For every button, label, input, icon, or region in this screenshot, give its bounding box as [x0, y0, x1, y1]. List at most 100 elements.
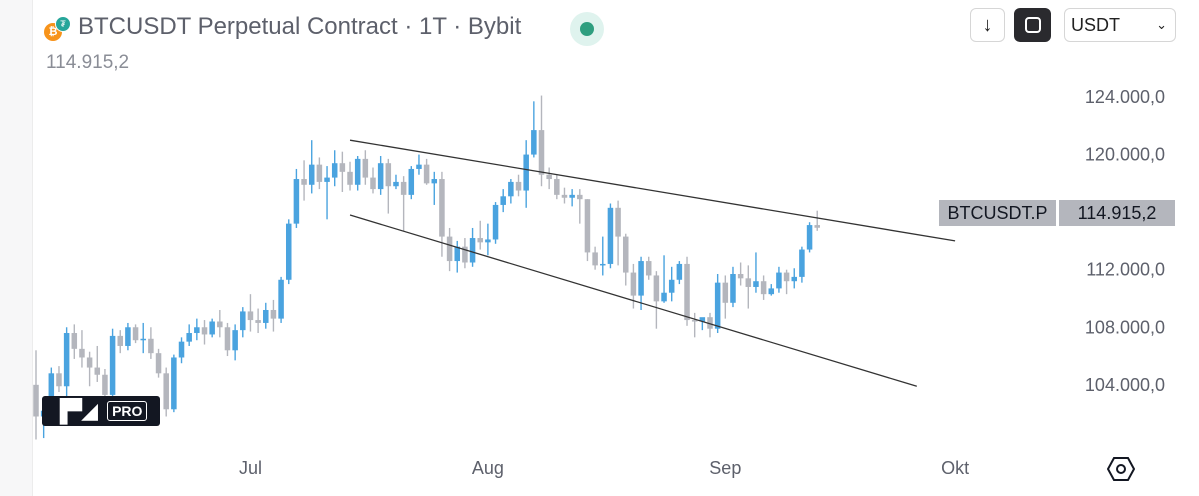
- candle-body: [592, 252, 598, 266]
- candle: [377, 156, 384, 195]
- current-price-tag: 114.915,2: [1059, 200, 1175, 226]
- candle-body: [485, 239, 491, 243]
- candle: [263, 302, 269, 329]
- price-tick-label: 120.000,0: [1085, 145, 1165, 165]
- candle-body: [148, 338, 154, 354]
- candle-body: [331, 163, 338, 178]
- candle: [454, 240, 461, 273]
- candle: [584, 199, 591, 262]
- candle: [615, 200, 621, 266]
- candle: [768, 284, 775, 296]
- candle: [171, 354, 177, 413]
- candle: [155, 348, 162, 378]
- currency-select[interactable]: USDT ⌄: [1064, 8, 1176, 42]
- candle: [485, 223, 491, 256]
- candle-body: [691, 320, 698, 322]
- candle: [423, 158, 430, 185]
- trendline[interactable]: [349, 214, 917, 387]
- candle: [331, 150, 338, 187]
- candle: [531, 101, 537, 158]
- candle-body: [224, 327, 231, 351]
- candle: [515, 174, 522, 197]
- candle-body: [707, 317, 713, 329]
- candle-body: [753, 281, 759, 287]
- candle-body: [714, 282, 721, 329]
- candles-layer: [33, 95, 820, 440]
- candle-body: [546, 174, 552, 180]
- time-axis: Jul Aug Sep Okt: [239, 458, 969, 478]
- candle: [554, 174, 560, 200]
- candle: [760, 275, 767, 300]
- candle: [699, 317, 706, 331]
- candle: [745, 265, 752, 309]
- chevron-down-icon: ⌄: [1156, 17, 1167, 32]
- candle-body: [186, 333, 192, 342]
- candle: [117, 330, 124, 354]
- candle-body: [263, 309, 269, 323]
- candle-body: [577, 194, 583, 200]
- arrow-down-icon: ↓: [982, 13, 993, 36]
- candle: [431, 171, 438, 205]
- candle-body: [745, 278, 752, 287]
- candle: [194, 318, 200, 341]
- candle-body: [645, 261, 652, 276]
- candle-body: [255, 320, 261, 323]
- candle-body: [630, 272, 637, 296]
- time-tick-label: Jul: [239, 458, 262, 478]
- candle: [684, 256, 690, 326]
- candle: [600, 236, 606, 276]
- trendlines-layer: [349, 139, 956, 387]
- candle-body: [515, 181, 522, 191]
- candle: [668, 266, 675, 302]
- candle-body: [699, 317, 706, 322]
- candle: [301, 160, 307, 201]
- candle-body: [523, 154, 529, 191]
- candle: [186, 324, 192, 346]
- candle: [324, 166, 330, 220]
- candle-body: [217, 321, 223, 328]
- candle-body: [730, 274, 736, 303]
- candle-body: [584, 199, 591, 253]
- candle: [546, 167, 552, 190]
- candle: [622, 233, 629, 286]
- candle-body: [538, 130, 545, 175]
- candle: [232, 324, 238, 361]
- candle: [714, 274, 721, 334]
- download-button[interactable]: ↓: [970, 8, 1005, 42]
- candle: [370, 167, 376, 194]
- candle: [354, 156, 361, 191]
- candle-body: [385, 163, 392, 187]
- candle-body: [56, 373, 62, 387]
- candle: [676, 261, 683, 285]
- candle-body: [48, 373, 55, 411]
- candle: [416, 154, 422, 175]
- candle-body: [569, 194, 575, 198]
- candle: [776, 266, 782, 293]
- candle: [753, 252, 759, 293]
- candle-body: [171, 357, 177, 410]
- candle-body: [86, 357, 93, 368]
- candle: [71, 324, 78, 359]
- candle: [508, 179, 514, 204]
- trendline[interactable]: [349, 139, 956, 242]
- candle-body: [768, 288, 775, 295]
- settings-hexagon-icon[interactable]: [1107, 456, 1135, 482]
- fullscreen-button[interactable]: [1014, 8, 1051, 42]
- candle-body: [339, 163, 346, 172]
- candle-body: [776, 272, 782, 289]
- candle-body: [737, 274, 744, 279]
- candle-body: [477, 238, 483, 243]
- candle-body: [531, 130, 537, 155]
- candle-body: [194, 327, 200, 334]
- candle-body: [301, 179, 307, 185]
- candle: [316, 157, 323, 190]
- tradingview-logo-mark: ▐▀◢: [52, 398, 98, 423]
- candle: [255, 308, 261, 334]
- candle: [538, 95, 545, 187]
- candle-body: [278, 279, 284, 319]
- candle-body: [408, 168, 415, 195]
- candle-body: [783, 272, 790, 282]
- candle-body: [400, 181, 407, 195]
- candle: [125, 322, 131, 351]
